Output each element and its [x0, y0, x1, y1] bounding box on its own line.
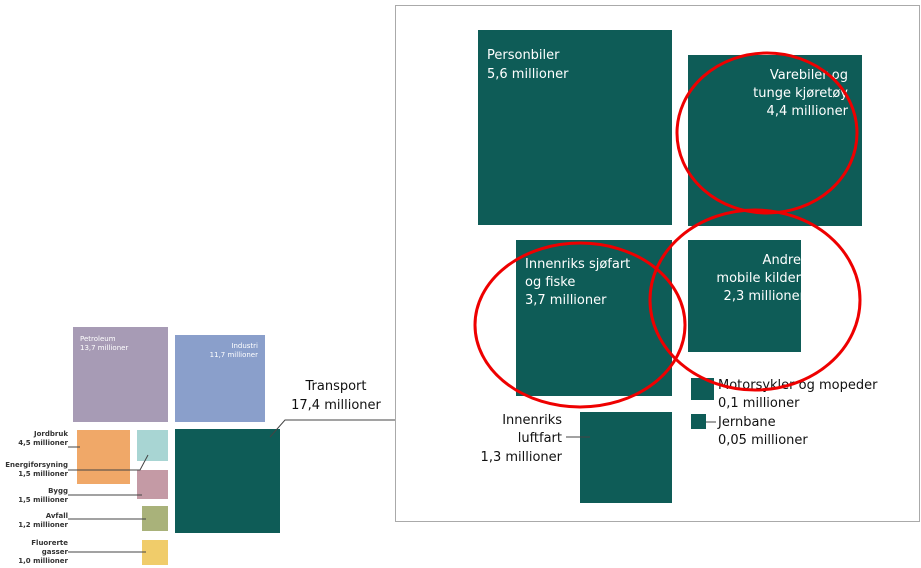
label: 11,7 millioner: [210, 351, 258, 359]
varebiler-square: [688, 55, 862, 226]
label: Jordbruk: [33, 430, 68, 438]
label: Personbiler: [487, 48, 560, 63]
jernbane-square: [691, 414, 706, 429]
sjofart-square: [516, 240, 672, 396]
transport-value: 17,4 millioner: [291, 398, 381, 413]
label: Fluorerte: [31, 539, 68, 547]
motorsykler-square: [691, 378, 714, 400]
highlight-circle: [675, 51, 859, 215]
label: Energiforsyning: [5, 461, 68, 469]
label: Innenriks sjøfart: [525, 257, 630, 272]
label: 13,7 millioner: [80, 344, 128, 352]
label: 1,2 millioner: [18, 521, 68, 529]
label: Jernbane: [717, 415, 776, 430]
label: Petroleum: [80, 335, 116, 343]
transport-square: [175, 429, 280, 533]
label: Varebiler og: [770, 68, 848, 83]
petroleum-square: [73, 327, 168, 422]
bygg-square: [137, 470, 168, 499]
label: og fiske: [525, 275, 575, 290]
label: mobile kilder: [716, 271, 801, 286]
leader: [68, 454, 149, 471]
label: 2,3 millioner: [724, 289, 806, 304]
label: Andre: [763, 253, 801, 268]
energi-square: [137, 430, 168, 461]
label: 1,0 millioner: [18, 557, 68, 565]
andre-square: [688, 240, 801, 352]
jordbruk-square: [77, 430, 130, 484]
label: 4,5 millioner: [18, 439, 68, 447]
highlight-circle: [473, 241, 687, 409]
label: gasser: [42, 548, 69, 556]
label: tunge kjøretøy: [753, 86, 848, 101]
detail-panel: [395, 5, 920, 522]
transport-name: Transport: [304, 379, 366, 394]
label: 0,1 millioner: [718, 396, 800, 411]
label: 1,5 millioner: [18, 470, 68, 478]
label: 5,6 millioner: [487, 67, 569, 82]
label: Industri: [231, 342, 258, 350]
label: 3,7 millioner: [525, 293, 607, 308]
personbiler-square: [478, 30, 672, 225]
highlight-circle: [648, 208, 862, 392]
avfall-square: [142, 506, 168, 531]
fluor-square: [142, 540, 168, 565]
label: Avfall: [46, 512, 68, 520]
label: 0,05 millioner: [718, 433, 808, 448]
industri-square: [175, 335, 265, 422]
luftfart-square: [580, 412, 672, 503]
label: 4,4 millioner: [767, 104, 849, 119]
label: Bygg: [48, 487, 68, 495]
label: 1,3 millioner: [481, 450, 563, 465]
label: 1,5 millioner: [18, 496, 68, 504]
leader: [269, 419, 395, 438]
label: luftfart: [518, 431, 562, 446]
label: Innenriks: [502, 413, 562, 428]
